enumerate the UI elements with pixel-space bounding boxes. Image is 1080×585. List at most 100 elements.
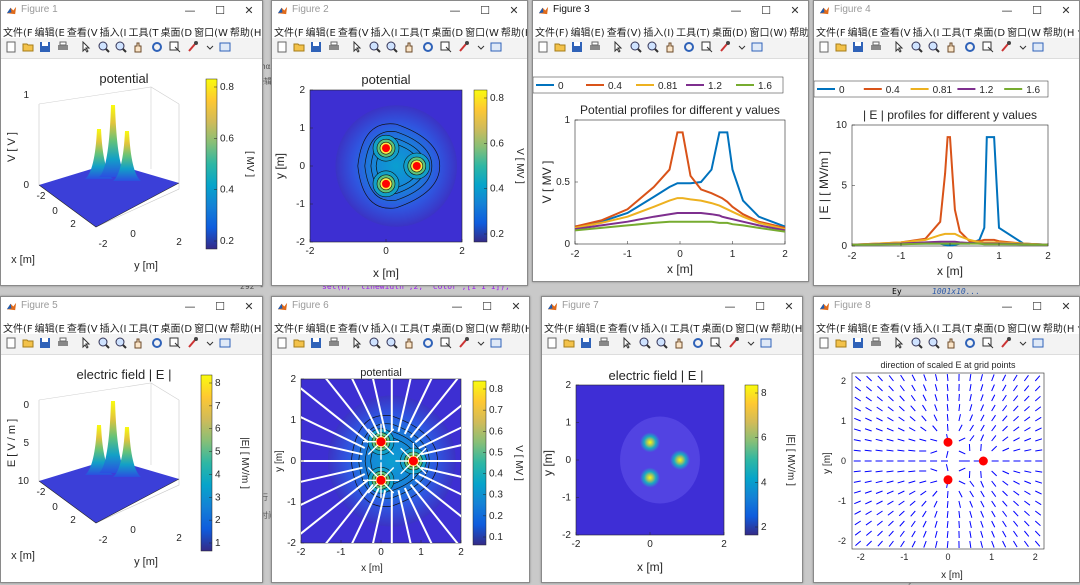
menu-item[interactable]: 插入(I	[911, 318, 940, 334]
rotate-icon[interactable]	[964, 337, 976, 349]
link-plot-icon[interactable]	[219, 337, 231, 349]
close-button[interactable]: ✕	[775, 298, 803, 316]
menu-item[interactable]: 编辑(E	[846, 318, 878, 334]
chevron-down-icon[interactable]	[204, 337, 216, 349]
pan-icon[interactable]	[403, 337, 415, 349]
pan-icon[interactable]	[132, 337, 144, 349]
menu-item[interactable]: 编辑(E	[33, 318, 65, 334]
menu-item[interactable]: 工具(T	[398, 318, 430, 334]
link-plot-icon[interactable]	[760, 337, 772, 349]
save-icon[interactable]	[39, 337, 51, 349]
new-file-icon[interactable]	[5, 337, 17, 349]
menu-item[interactable]: 编辑(E	[33, 22, 65, 38]
menu-item[interactable]: 帮助(H	[1041, 22, 1074, 38]
menu-item[interactable]: 桌面(D	[972, 22, 1006, 38]
menu-item[interactable]: 插入(I	[369, 318, 398, 334]
menu-item[interactable]: 文件(F	[272, 22, 304, 38]
maximize-button[interactable]: ☐	[752, 2, 780, 20]
zoom-out-icon[interactable]	[115, 337, 127, 349]
menu-item[interactable]: ↘	[1074, 322, 1079, 334]
pan-icon[interactable]	[945, 337, 957, 349]
rotate-icon[interactable]	[151, 337, 163, 349]
menu-item[interactable]: 插入(I	[369, 22, 398, 38]
maximize-button[interactable]: ☐	[1023, 2, 1051, 20]
menu-item[interactable]: 查看(V	[336, 22, 369, 38]
pan-icon[interactable]	[132, 41, 144, 53]
close-button[interactable]: ✕	[1052, 2, 1080, 20]
menu-item[interactable]: 文件(F)	[533, 22, 569, 38]
menu-item[interactable]: 插入(I	[911, 22, 940, 38]
title-bar[interactable]: Figure 4 — ☐ ✕	[814, 1, 1079, 21]
menu-item[interactable]: 工具(T	[127, 318, 159, 334]
minimize-button[interactable]: —	[176, 298, 204, 316]
menu-item[interactable]: 插入(I	[98, 22, 127, 38]
save-icon[interactable]	[39, 41, 51, 53]
title-bar[interactable]: Figure 5 — ☐ ✕	[1, 297, 262, 317]
close-button[interactable]: ✕	[500, 2, 528, 20]
zoom-in-icon[interactable]	[911, 41, 923, 53]
chevron-down-icon[interactable]	[745, 337, 757, 349]
zoom-in-icon[interactable]	[639, 337, 651, 349]
brush-icon[interactable]	[187, 337, 199, 349]
menu-item[interactable]: 文件(F	[542, 318, 574, 334]
zoom-out-icon[interactable]	[386, 337, 398, 349]
menu-item[interactable]: 窗口(W	[463, 318, 499, 334]
menu-item[interactable]: 工具(T	[127, 22, 159, 38]
figure-window-3[interactable]: Figure 3 — ☐ ✕文件(F)编辑(E)查看(V)插入(I)工具(T)桌…	[532, 0, 809, 282]
menu-item[interactable]: 帮助(H	[499, 22, 527, 38]
open-folder-icon[interactable]	[835, 337, 847, 349]
zoom-in-icon[interactable]	[98, 41, 110, 53]
title-bar[interactable]: Figure 2 — ☐ ✕	[272, 1, 527, 21]
menu-item[interactable]: 桌面(D	[430, 22, 464, 38]
zoom-in-icon[interactable]	[369, 41, 381, 53]
menu-item[interactable]: 桌面(D	[159, 22, 193, 38]
rotate-icon[interactable]	[964, 41, 976, 53]
pan-icon[interactable]	[945, 41, 957, 53]
menu-item[interactable]: 工具(T)	[674, 22, 710, 38]
title-bar[interactable]: Figure 3 — ☐ ✕	[533, 1, 808, 21]
menu-item[interactable]: 工具(T	[940, 318, 972, 334]
zoom-in-icon[interactable]	[98, 337, 110, 349]
menu-item[interactable]: 查看(V	[606, 318, 639, 334]
open-folder-icon[interactable]	[835, 41, 847, 53]
chevron-down-icon[interactable]	[1017, 337, 1029, 349]
new-file-icon[interactable]	[5, 41, 17, 53]
save-icon[interactable]	[310, 337, 322, 349]
menu-item[interactable]: 工具(T	[398, 22, 430, 38]
link-plot-icon[interactable]	[751, 41, 763, 53]
minimize-button[interactable]: —	[993, 2, 1021, 20]
menu-item[interactable]: 窗口(W	[733, 318, 769, 334]
pointer-icon[interactable]	[80, 41, 92, 53]
minimize-button[interactable]: —	[993, 298, 1021, 316]
new-file-icon[interactable]	[546, 337, 558, 349]
brush-icon[interactable]	[1000, 337, 1012, 349]
maximize-button[interactable]: ☐	[746, 298, 774, 316]
menu-item[interactable]: 窗口(W)	[748, 22, 788, 38]
open-folder-icon[interactable]	[293, 41, 305, 53]
open-folder-icon[interactable]	[554, 41, 566, 53]
close-button[interactable]: ✕	[502, 298, 530, 316]
open-folder-icon[interactable]	[22, 337, 34, 349]
menu-item[interactable]: 插入(I	[639, 318, 668, 334]
title-bar[interactable]: Figure 8 — ☐ ✕	[814, 297, 1079, 317]
rotate-icon[interactable]	[422, 337, 434, 349]
menu-item[interactable]: 窗口(W	[1005, 318, 1041, 334]
menu-item[interactable]: 插入(I	[98, 318, 127, 334]
rotate-icon[interactable]	[692, 337, 704, 349]
menu-item[interactable]: 帮助(H	[769, 318, 802, 334]
maximize-button[interactable]: ☐	[471, 2, 499, 20]
menu-item[interactable]: ↘	[1074, 26, 1079, 38]
menu-item[interactable]: 插入(I)	[641, 22, 674, 38]
minimize-button[interactable]: —	[722, 2, 750, 20]
menu-item[interactable]: 桌面(D	[430, 318, 464, 334]
print-icon[interactable]	[57, 41, 69, 53]
data-cursor-icon[interactable]	[982, 337, 994, 349]
new-file-icon[interactable]	[818, 337, 830, 349]
minimize-button[interactable]: —	[176, 2, 204, 20]
close-button[interactable]: ✕	[235, 298, 263, 316]
pan-icon[interactable]	[673, 337, 685, 349]
